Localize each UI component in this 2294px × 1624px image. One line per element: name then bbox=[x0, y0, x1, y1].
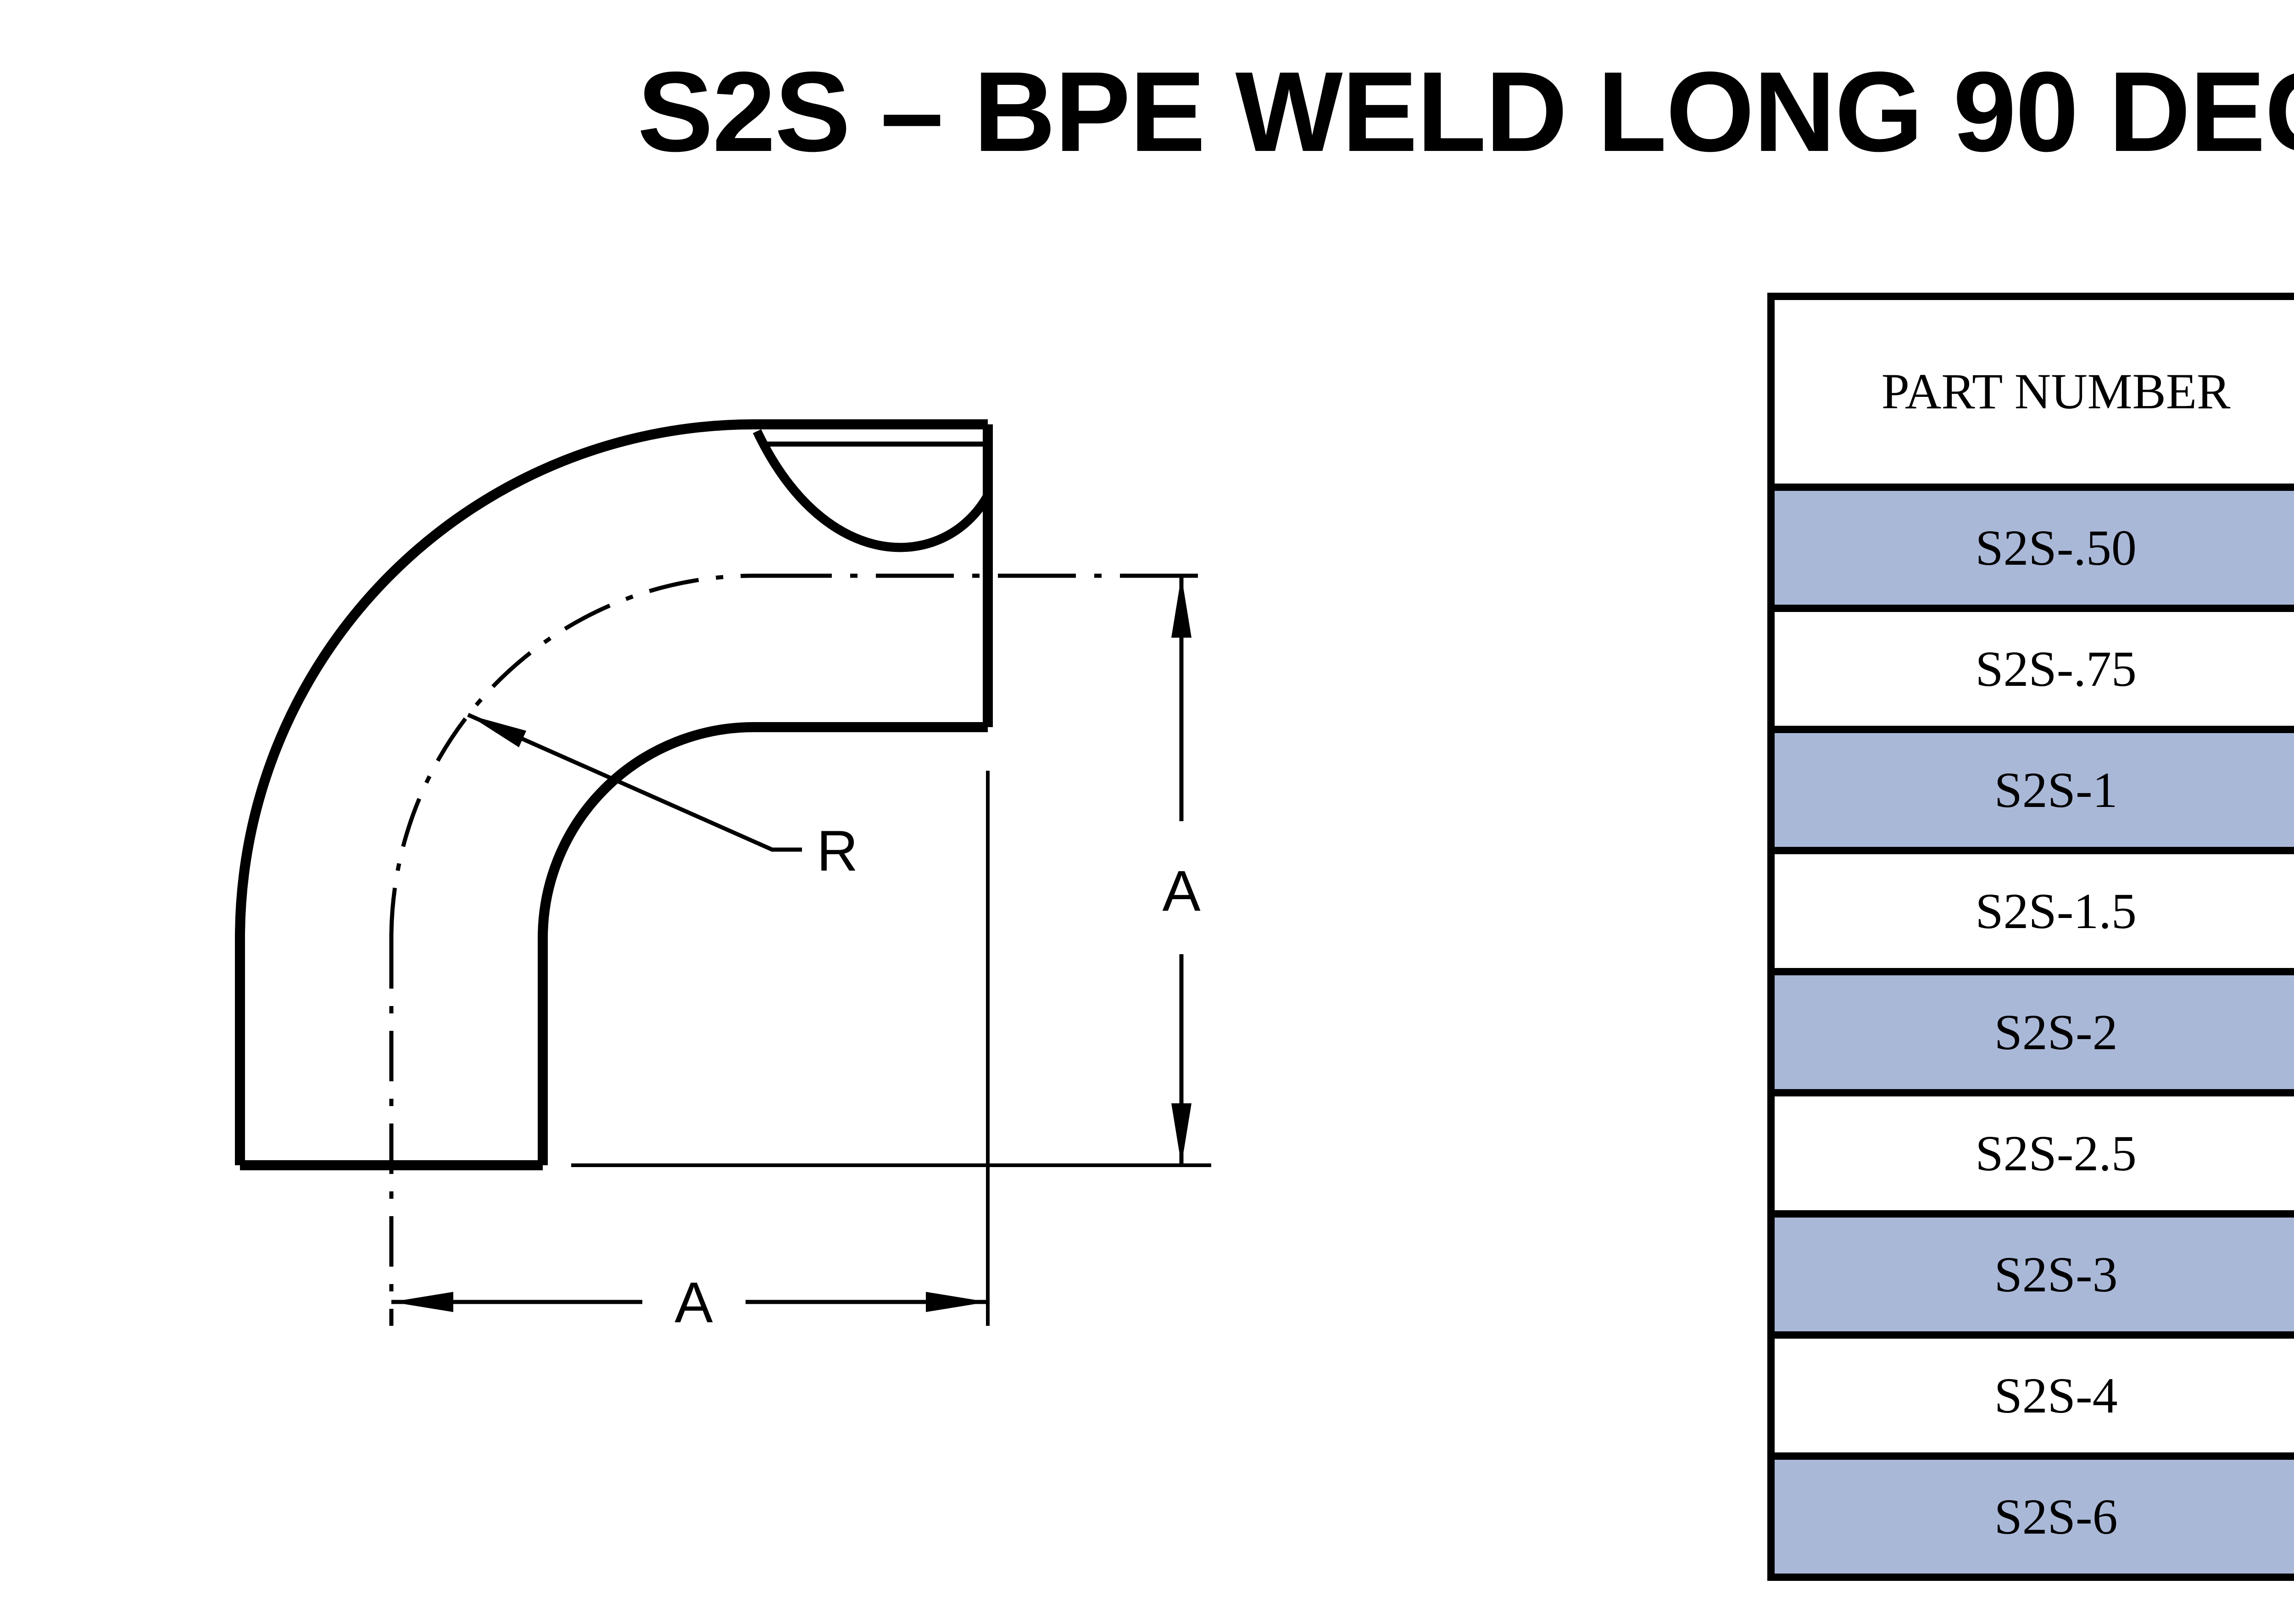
cell-part-number: S2S-4 bbox=[1767, 1331, 2294, 1460]
table-row: S2S-.50 1/2 3.000 1.125 bbox=[1767, 484, 2294, 612]
cell-part-number: S2S-2.5 bbox=[1767, 1089, 2294, 1218]
horizontal-dim-arrow-left bbox=[391, 1292, 453, 1312]
cell-part-number: S2S-.50 bbox=[1767, 484, 2294, 612]
table-row: S2S-2 2 4.750 3.000 bbox=[1767, 968, 2294, 1096]
horizontal-dim-arrow-right bbox=[926, 1292, 988, 1312]
table-row: S2S-3 3 6.250 4.500 bbox=[1767, 1210, 2294, 1339]
cell-part-number: S2S-3 bbox=[1767, 1210, 2294, 1339]
vertical-dim-arrow-down bbox=[1171, 1103, 1192, 1165]
cell-part-number: S2S-6 bbox=[1767, 1452, 2294, 1581]
table-row: S2S-1 1 3.000 1.500 bbox=[1767, 726, 2294, 854]
vertical-dim-label: A bbox=[1162, 859, 1201, 923]
table-row: S2S-1.5 1-1/2 3.750 2.250 bbox=[1767, 847, 2294, 975]
table-row: S2S-.75 3/4 3.000 1.125 bbox=[1767, 605, 2294, 733]
spec-table: PART NUMBER SIZE (inches) A (inches) R (… bbox=[1767, 293, 2294, 1581]
radius-leader-arrow bbox=[468, 715, 526, 747]
cell-part-number: S2S-1.5 bbox=[1767, 847, 2294, 975]
centerline-arc bbox=[389, 573, 754, 939]
cell-part-number: S2S-1 bbox=[1767, 726, 2294, 854]
table-row: S2S-6 6 11.500 9.000 bbox=[1767, 1452, 2294, 1581]
radius-label: R bbox=[817, 819, 858, 883]
table-row: S2S-4 4 8.000 6.000 bbox=[1767, 1331, 2294, 1460]
elbow-outer-wall-path bbox=[235, 419, 988, 1165]
table-row: S2S-2.5 2-1/2 5.500 3.750 bbox=[1767, 1089, 2294, 1218]
elbow-technical-drawing: A A R bbox=[235, 419, 1211, 1335]
elbow-inner-wall-path bbox=[538, 722, 988, 1165]
page-title: S2S – BPE WELD LONG 90 DEGREE ELBOW bbox=[637, 48, 2294, 175]
vertical-dim-arrow-up bbox=[1171, 576, 1192, 638]
column-header-part-number: PART NUMBER bbox=[1767, 293, 2294, 491]
elbow-mouth-arc bbox=[752, 429, 992, 552]
spec-table-header-row: PART NUMBER SIZE (inches) A (inches) R (… bbox=[1767, 293, 2294, 491]
horizontal-dim-label: A bbox=[674, 1271, 713, 1335]
cell-part-number: S2S-2 bbox=[1767, 968, 2294, 1096]
cell-part-number: S2S-.75 bbox=[1767, 605, 2294, 733]
radius-leader-line bbox=[467, 712, 802, 852]
